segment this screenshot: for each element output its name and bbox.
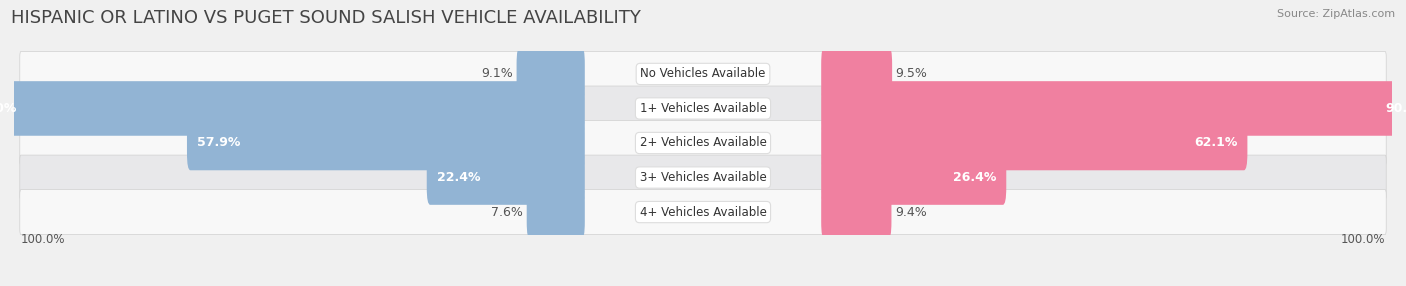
Text: 62.1%: 62.1% [1194,136,1237,150]
FancyBboxPatch shape [187,116,585,170]
Text: 1+ Vehicles Available: 1+ Vehicles Available [640,102,766,115]
Text: Source: ZipAtlas.com: Source: ZipAtlas.com [1277,9,1395,19]
FancyBboxPatch shape [527,185,585,239]
Text: 3+ Vehicles Available: 3+ Vehicles Available [640,171,766,184]
Text: 9.5%: 9.5% [896,67,928,80]
FancyBboxPatch shape [821,185,891,239]
Text: 90.5%: 90.5% [1386,102,1406,115]
Text: HISPANIC OR LATINO VS PUGET SOUND SALISH VEHICLE AVAILABILITY: HISPANIC OR LATINO VS PUGET SOUND SALISH… [11,9,641,27]
Text: 2+ Vehicles Available: 2+ Vehicles Available [640,136,766,150]
FancyBboxPatch shape [821,116,1247,170]
FancyBboxPatch shape [20,121,1386,165]
Text: 9.4%: 9.4% [894,206,927,219]
Text: 4+ Vehicles Available: 4+ Vehicles Available [640,206,766,219]
FancyBboxPatch shape [427,150,585,205]
FancyBboxPatch shape [516,47,585,101]
FancyBboxPatch shape [20,51,1386,96]
Text: 100.0%: 100.0% [21,233,65,247]
FancyBboxPatch shape [0,81,585,136]
Text: 91.0%: 91.0% [0,102,17,115]
Text: 100.0%: 100.0% [1341,233,1385,247]
FancyBboxPatch shape [821,47,893,101]
Text: 26.4%: 26.4% [953,171,995,184]
Text: 9.1%: 9.1% [481,67,513,80]
Text: 22.4%: 22.4% [437,171,481,184]
FancyBboxPatch shape [821,81,1406,136]
Text: 57.9%: 57.9% [197,136,240,150]
FancyBboxPatch shape [20,155,1386,200]
FancyBboxPatch shape [821,150,1007,205]
Text: No Vehicles Available: No Vehicles Available [640,67,766,80]
Text: 7.6%: 7.6% [492,206,523,219]
FancyBboxPatch shape [20,190,1386,235]
FancyBboxPatch shape [20,86,1386,131]
